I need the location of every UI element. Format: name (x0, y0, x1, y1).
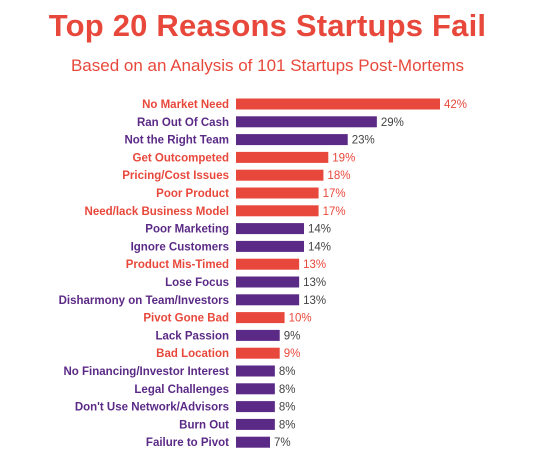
value-label: 8% (279, 419, 296, 431)
category-label: Pricing/Cost Issues (122, 170, 229, 182)
bar (236, 187, 319, 199)
category-label: Get Outcompeted (133, 152, 229, 164)
category-label: No Financing/Investor Interest (64, 366, 230, 378)
category-label: Burn Out (179, 419, 229, 431)
value-label: 17% (323, 206, 346, 218)
category-label: Lack Passion (155, 330, 229, 342)
category-label: Ignore Customers (131, 241, 229, 253)
bar (236, 436, 270, 448)
bar (236, 312, 285, 324)
bar (236, 294, 300, 306)
bar (236, 401, 275, 413)
value-label: 13% (303, 259, 326, 271)
bar (236, 365, 275, 377)
category-label: No Market Need (142, 99, 229, 111)
value-label: 29% (381, 117, 404, 129)
value-label: 14% (308, 224, 331, 236)
chart-subtitle: Based on an Analysis of 101 Startups Pos… (70, 56, 465, 75)
bar (236, 383, 275, 395)
category-label: Bad Location (156, 348, 229, 360)
category-label: Legal Challenges (134, 384, 229, 396)
bar (236, 258, 300, 270)
category-label: Pivot Gone Bad (143, 313, 229, 325)
bar (236, 329, 280, 341)
value-label: 8% (279, 384, 296, 396)
bar (236, 240, 304, 252)
value-label: 9% (284, 348, 301, 360)
bar (236, 151, 329, 163)
category-label: Disharmony on Team/Investors (59, 295, 229, 307)
bar (236, 205, 319, 217)
category-label: Not the Right Team (124, 135, 229, 147)
category-label: Failure to Pivot (146, 437, 229, 449)
value-label: 13% (303, 277, 326, 289)
value-label: 7% (274, 437, 291, 449)
value-label: 23% (352, 135, 375, 147)
category-label: Don't Use Network/Advisors (75, 402, 229, 414)
value-label: 13% (303, 295, 326, 307)
value-label: 9% (284, 330, 301, 342)
value-label: 14% (308, 241, 331, 253)
category-label: Lose Focus (165, 277, 229, 289)
bar (236, 276, 300, 288)
category-label: Ran Out Of Cash (137, 117, 229, 129)
chart-title: Top 20 Reasons Startups Fail (48, 8, 487, 43)
value-label: 18% (327, 170, 350, 182)
category-label: Poor Product (156, 188, 229, 200)
value-label: 8% (279, 402, 296, 414)
bar (236, 418, 275, 430)
bar (236, 347, 280, 359)
bar (236, 116, 377, 128)
bar (236, 169, 324, 181)
bar (236, 223, 304, 235)
bar (236, 134, 348, 146)
category-label: Product Mis-Timed (126, 259, 229, 271)
category-label: Poor Marketing (145, 224, 229, 236)
bar (236, 98, 440, 110)
category-label: Need/lack Business Model (85, 206, 229, 218)
value-label: 17% (323, 188, 346, 200)
value-label: 42% (444, 99, 467, 111)
value-label: 19% (332, 152, 355, 164)
value-label: 8% (279, 366, 296, 378)
value-label: 10% (289, 313, 312, 325)
